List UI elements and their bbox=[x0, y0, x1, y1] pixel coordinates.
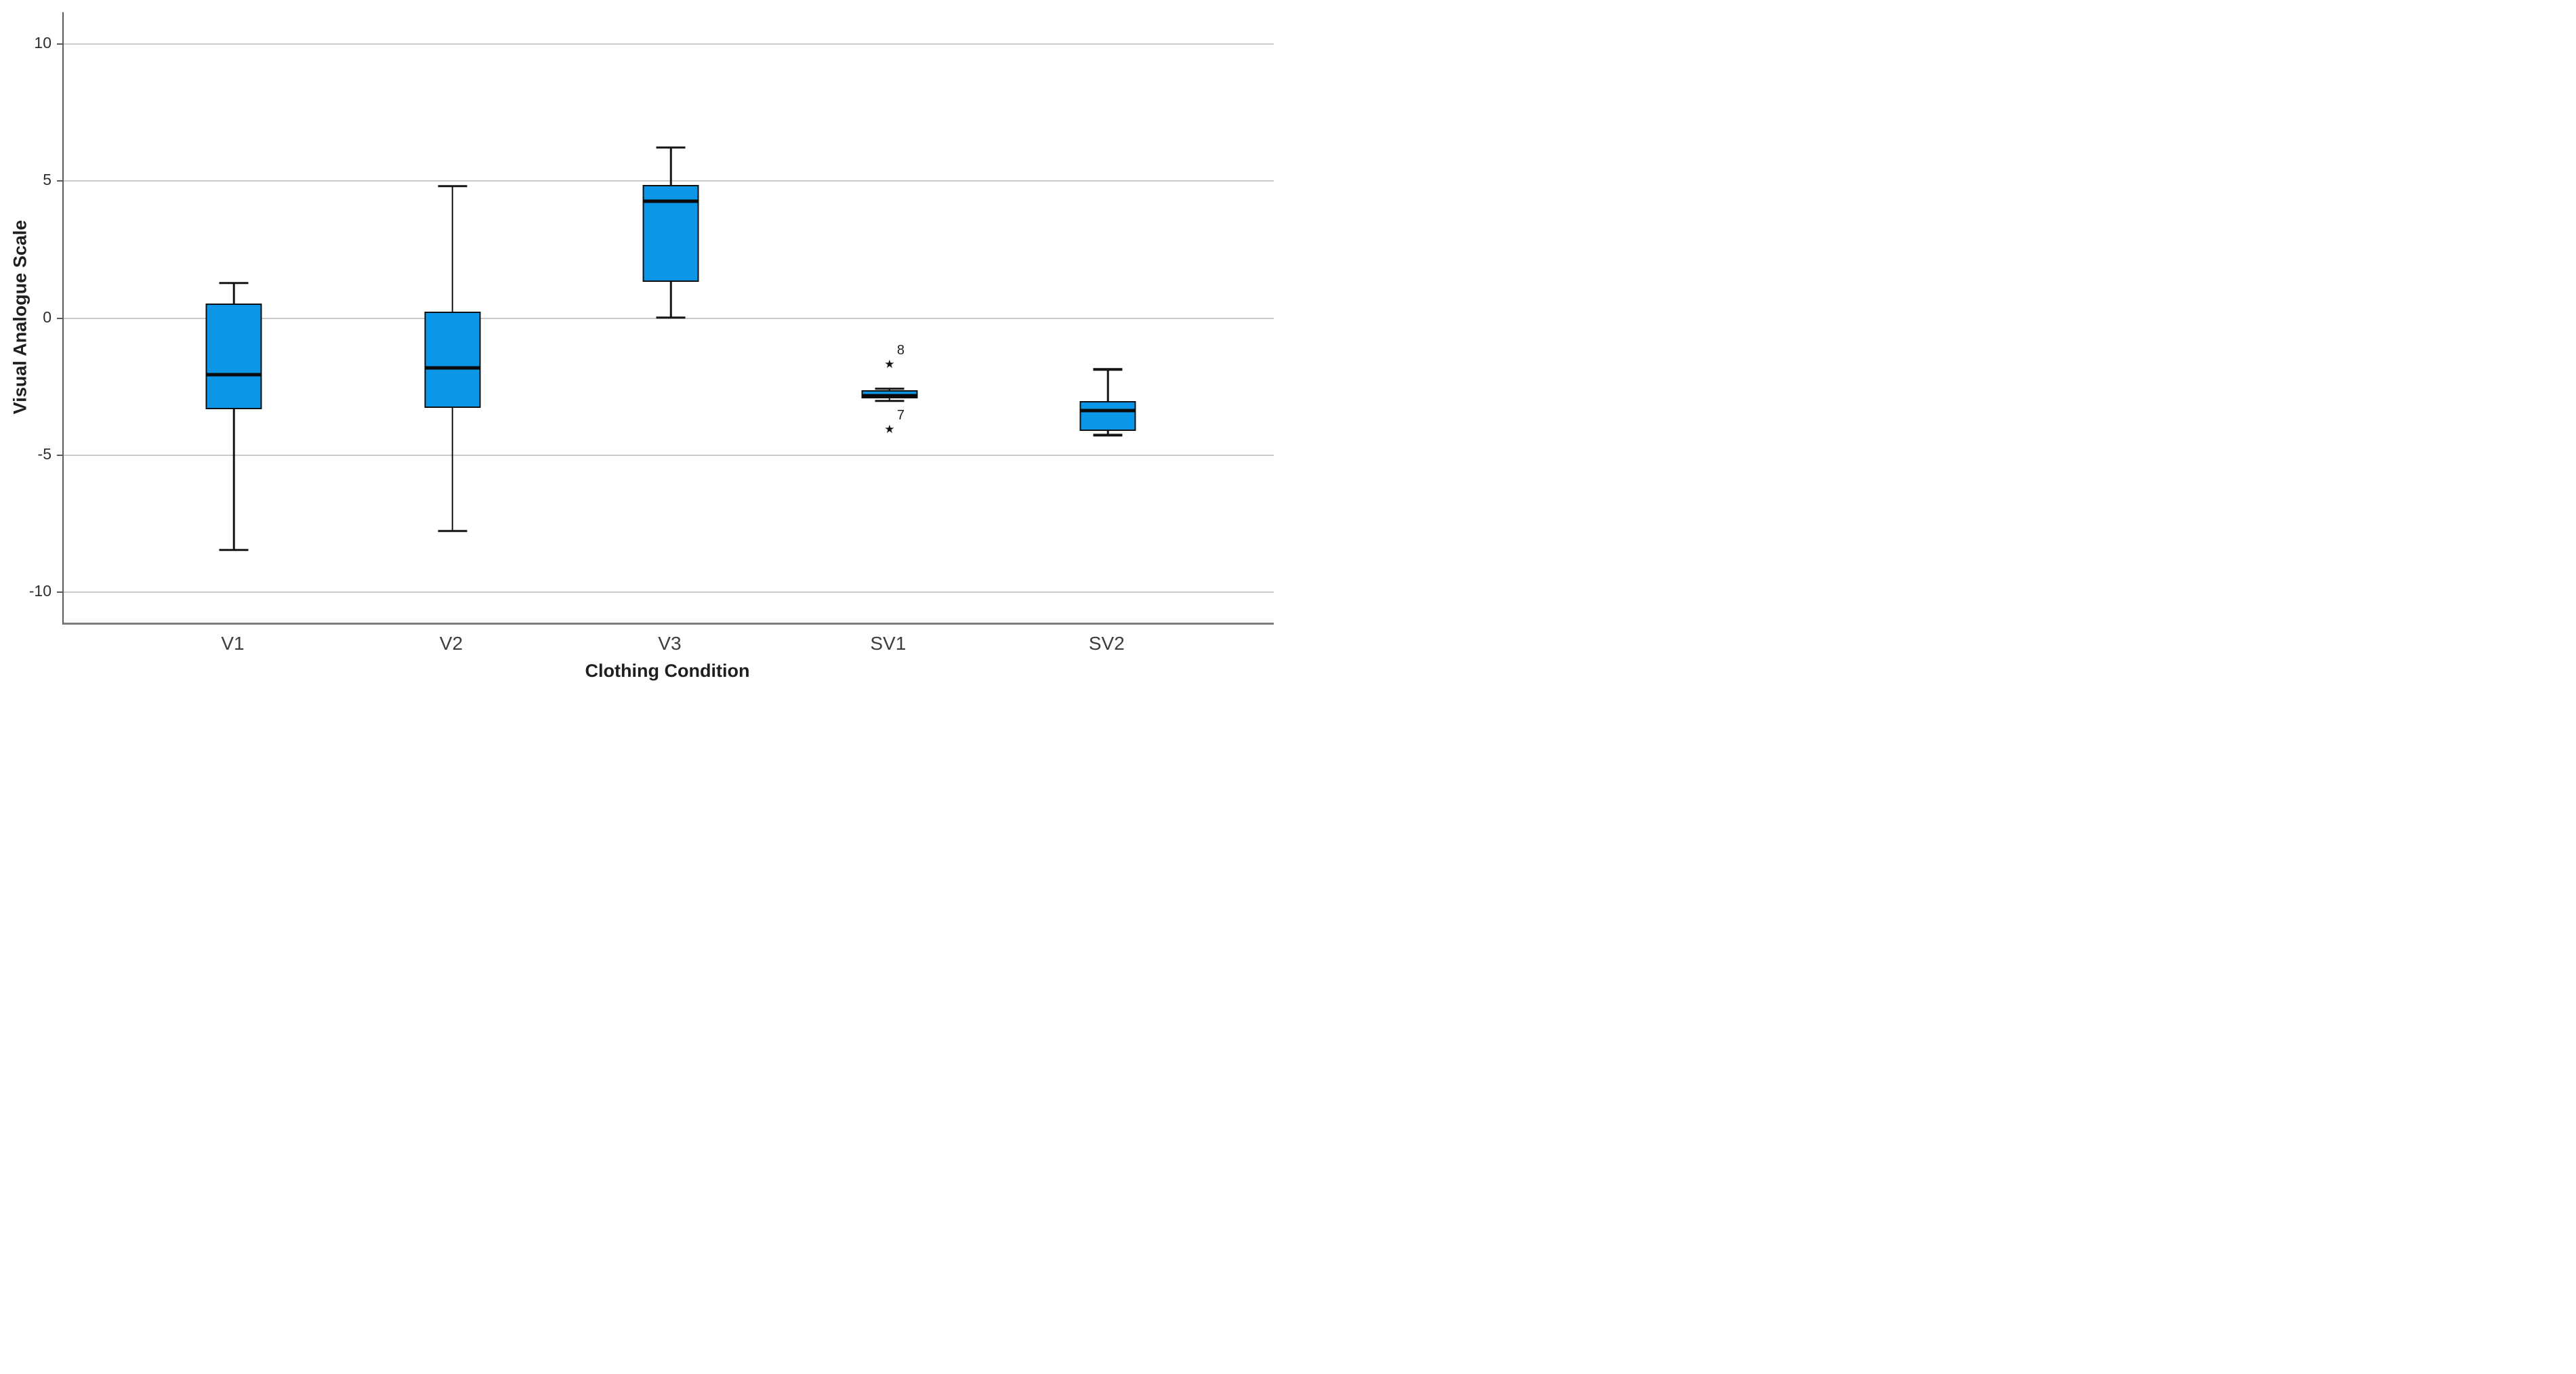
y-axis-tick bbox=[57, 454, 63, 456]
y-axis-tick bbox=[57, 591, 63, 593]
x-category-label-sv2: SV2 bbox=[1088, 633, 1125, 654]
iqr-box bbox=[205, 304, 262, 409]
whisker-cap-upper bbox=[438, 184, 468, 188]
whisker-cap-lower bbox=[219, 549, 249, 551]
y-tick-label: -5 bbox=[37, 444, 51, 463]
median-line bbox=[861, 394, 918, 398]
whisker-cap-lower bbox=[438, 529, 468, 533]
whisker-line bbox=[233, 283, 235, 550]
x-category-labels: V1 V2 V3 SV1 SV2 bbox=[62, 633, 1272, 656]
median-line bbox=[1079, 409, 1136, 413]
gridline bbox=[64, 454, 1274, 456]
y-axis-tick bbox=[57, 43, 63, 45]
iqr-box bbox=[424, 312, 481, 408]
x-category-label-v2: V2 bbox=[439, 633, 463, 654]
y-axis-tick bbox=[57, 317, 63, 319]
x-category-label-v3: V3 bbox=[658, 633, 682, 654]
y-tick-label: 10 bbox=[34, 34, 51, 52]
median-line bbox=[205, 373, 262, 377]
whisker-cap-upper bbox=[219, 282, 249, 285]
y-tick-label: 5 bbox=[43, 171, 51, 189]
median-line bbox=[642, 199, 699, 203]
whisker-cap-lower bbox=[1093, 434, 1123, 436]
whisker-cap-lower bbox=[656, 316, 686, 319]
y-axis-tick bbox=[57, 180, 63, 182]
x-axis-title: Clothing Condition bbox=[585, 661, 750, 681]
median-line bbox=[424, 366, 481, 370]
x-category-label-sv1: SV1 bbox=[870, 633, 907, 654]
whisker-cap-upper bbox=[656, 146, 686, 149]
iqr-box bbox=[1079, 400, 1136, 432]
whisker-cap-upper bbox=[875, 387, 905, 390]
gridline bbox=[64, 591, 1274, 593]
whisker-cap-lower bbox=[875, 399, 905, 402]
gridline bbox=[64, 180, 1274, 182]
boxplot-figure: Visual Analogue Scale 10 5 0 -5 -10 ★ 8 ★ 7 V1 V2… bbox=[0, 0, 1288, 687]
whisker-cap-upper bbox=[1093, 368, 1123, 371]
plot-area: 10 5 0 -5 -10 ★ 8 ★ 7 bbox=[29, 12, 1274, 625]
x-category-label-v1: V1 bbox=[221, 633, 245, 654]
y-tick-label: 0 bbox=[43, 308, 51, 326]
outlier-case-label: 7 bbox=[896, 408, 905, 423]
gridline bbox=[64, 43, 1274, 45]
y-tick-label: -10 bbox=[28, 581, 51, 600]
y-axis-title: Visual Analogue Scale bbox=[9, 220, 30, 415]
outlier-case-label: 8 bbox=[896, 343, 905, 358]
